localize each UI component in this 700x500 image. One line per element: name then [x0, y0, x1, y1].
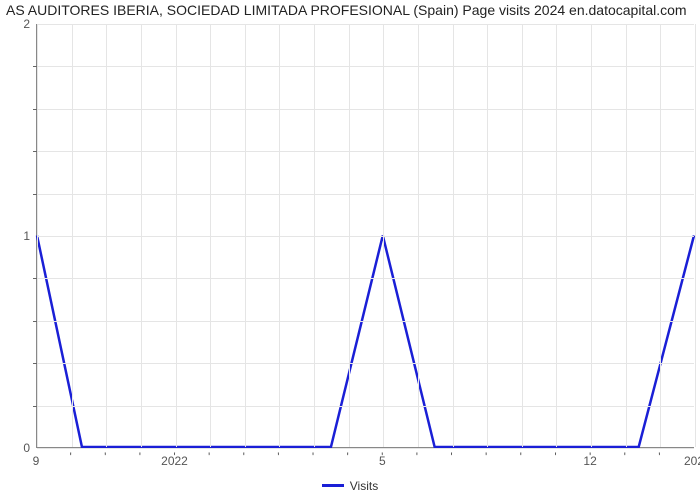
x-minor-mark: ': [69, 450, 71, 464]
x-minor-mark: ': [381, 450, 383, 464]
gridline-vertical: [695, 24, 696, 447]
series-line-visits: [37, 236, 694, 448]
y-tick-label: 1: [18, 229, 30, 243]
gridline-horizontal-minor: [37, 66, 694, 67]
x-minor-mark: ': [450, 450, 452, 464]
x-minor-mark: ': [624, 450, 626, 464]
gridline-horizontal-minor: [37, 194, 694, 195]
gridline-horizontal-minor: [37, 363, 694, 364]
x-minor-mark: ': [312, 450, 314, 464]
x-minor-mark: ': [104, 450, 106, 464]
chart-container: AS AUDITORES IBERIA, SOCIEDAD LIMITADA P…: [0, 0, 700, 500]
chart-plot-area: [36, 24, 694, 448]
x-minor-mark: ': [554, 450, 556, 464]
gridline-horizontal-minor: [37, 321, 694, 322]
x-minor-mark: ': [520, 450, 522, 464]
x-tick-label: 202: [684, 454, 700, 468]
x-minor-mark: ': [243, 450, 245, 464]
legend-label: Visits: [350, 479, 378, 493]
gridline-horizontal: [37, 24, 694, 25]
gridline-horizontal: [37, 448, 694, 449]
chart-title: AS AUDITORES IBERIA, SOCIEDAD LIMITADA P…: [0, 2, 700, 18]
x-minor-mark: ': [658, 450, 660, 464]
gridline-horizontal-minor: [37, 406, 694, 407]
x-minor-mark: ': [485, 450, 487, 464]
gridline-horizontal-minor: [37, 278, 694, 279]
x-minor-mark: ': [173, 450, 175, 464]
x-minor-mark: ': [589, 450, 591, 464]
x-minor-mark: ': [416, 450, 418, 464]
gridline-horizontal-minor: [37, 109, 694, 110]
x-minor-mark: ': [277, 450, 279, 464]
gridline-horizontal-minor: [37, 151, 694, 152]
x-minor-mark: ': [347, 450, 349, 464]
legend-swatch: [322, 484, 344, 487]
gridline-horizontal: [37, 236, 694, 237]
y-tick-label: 0: [18, 441, 30, 455]
x-tick-label: 9: [33, 454, 40, 468]
chart-legend: Visits: [0, 478, 700, 493]
x-minor-mark: ': [139, 450, 141, 464]
x-minor-mark: ': [208, 450, 210, 464]
y-tick-label: 2: [18, 17, 30, 31]
